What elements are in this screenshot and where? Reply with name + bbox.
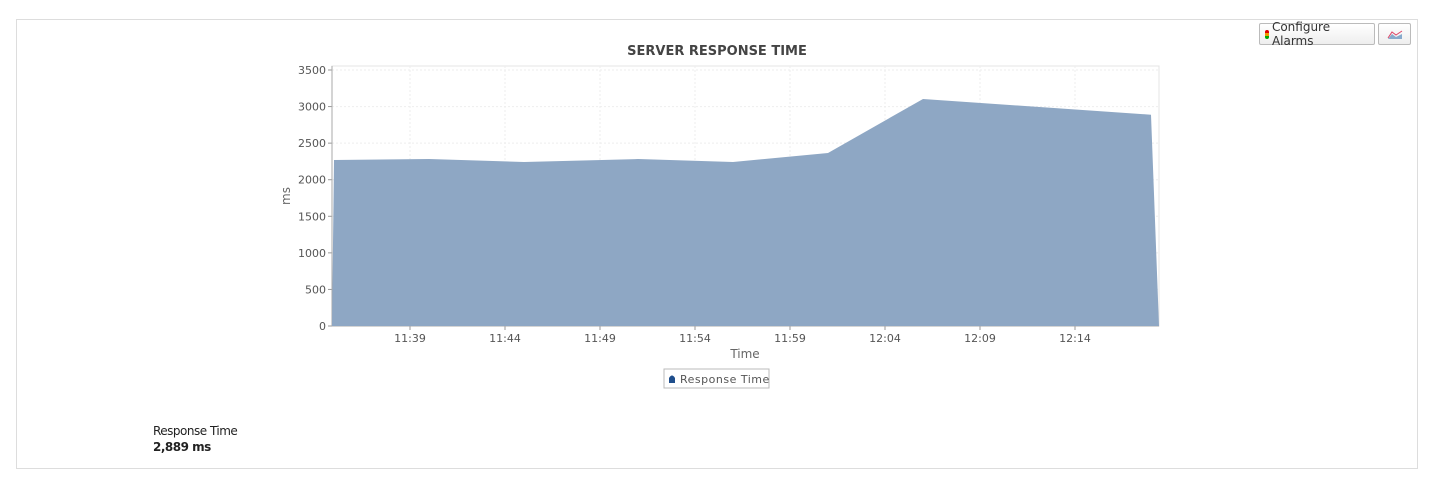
traffic-light-icon [1265, 29, 1269, 39]
y-tick-label: 500 [305, 283, 326, 296]
y-tick-label: 2000 [298, 174, 326, 187]
area-chart-icon [1387, 30, 1402, 39]
x-tick-label: 12:04 [869, 332, 901, 345]
x-tick-label: 12:09 [964, 332, 996, 345]
x-tick-label: 12:14 [1059, 332, 1091, 345]
summary-label: Response Time [153, 424, 238, 438]
summary-value: 2,889 ms [153, 440, 211, 454]
y-tick-label: 1000 [298, 247, 326, 260]
chart-type-button[interactable] [1378, 23, 1411, 45]
legend-item-response-time: Response Time [680, 373, 770, 386]
y-tick-label: 2500 [298, 137, 326, 150]
legend[interactable]: Response Time [663, 368, 770, 389]
y-tick-label: 1500 [298, 210, 326, 223]
y-tick-label: 3500 [298, 64, 326, 77]
x-tick-label: 11:39 [394, 332, 426, 345]
x-tick-label: 11:59 [774, 332, 806, 345]
x-tick-label: 11:54 [679, 332, 711, 345]
chart-title: SERVER RESPONSE TIME [627, 44, 807, 59]
y-tick-label: 3000 [298, 101, 326, 114]
x-axis-label: Time [729, 347, 759, 361]
summary: Response Time 2,889 ms [153, 424, 238, 454]
y-tick-label: 0 [319, 320, 326, 333]
configure-alarms-button[interactable]: Configure Alarms [1259, 20, 1375, 48]
x-tick-label: 11:49 [584, 332, 616, 345]
x-tick-label: 11:44 [489, 332, 521, 345]
legend-swatch-icon [669, 375, 675, 383]
response-time-area [332, 98, 1159, 326]
y-axis-label: ms [279, 187, 293, 205]
